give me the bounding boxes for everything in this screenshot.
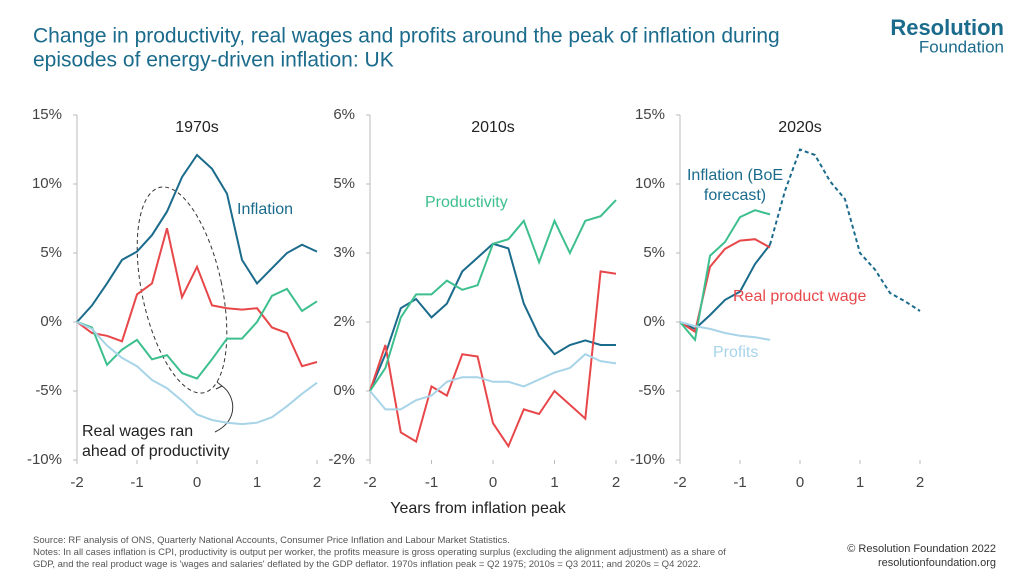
series-line: [679, 244, 771, 331]
series-line: [679, 321, 771, 341]
series-line: [369, 199, 617, 392]
y-tick-label: 0%: [643, 313, 665, 330]
panel-title: 2010s: [471, 119, 515, 136]
annotation: ahead of productivity: [82, 443, 230, 460]
notes: Notes: In all cases inflation is CPI, pr…: [33, 547, 726, 558]
series-line: [769, 148, 921, 312]
x-tick-label: 0: [193, 474, 201, 491]
series-label: Productivity: [425, 194, 508, 211]
y-tick-label: 5%: [643, 244, 665, 261]
x-tick-label: 2: [313, 474, 321, 491]
y-tick-label: 0%: [333, 382, 355, 399]
series-line: [369, 270, 617, 449]
y-tick-label: 2%: [333, 313, 355, 330]
x-axis-label: Years from inflation peak: [390, 500, 567, 517]
notes: GDP, and the real product wage is 'wages…: [33, 559, 701, 570]
y-tick-label: 0%: [40, 313, 62, 330]
series-line: [76, 227, 318, 368]
annotation-arrow: [214, 385, 234, 433]
x-tick-label: 1: [253, 474, 261, 491]
logo: Resolution: [890, 15, 1004, 40]
series-line: [76, 287, 318, 380]
y-tick-label: 15%: [635, 106, 665, 123]
copyright: © Resolution Foundation 2022: [847, 543, 996, 555]
x-tick-label: 1: [550, 474, 558, 491]
y-tick-label: 15%: [32, 106, 62, 123]
logo: Foundation: [919, 37, 1004, 56]
y-tick-label: -5%: [638, 382, 665, 399]
x-tick-label: 2: [916, 474, 924, 491]
series-line: [679, 209, 771, 343]
y-tick-label: -10%: [27, 451, 62, 468]
source: Source: RF analysis of ONS, Quarterly Na…: [33, 535, 510, 546]
x-tick-label: -2: [363, 474, 376, 491]
y-tick-label: 10%: [32, 175, 62, 192]
y-tick-label: 5%: [333, 175, 355, 192]
x-tick-label: -2: [70, 474, 83, 491]
annotation-arrow-head: [215, 381, 223, 390]
series-line: [369, 353, 617, 411]
series-line: [679, 238, 771, 334]
series-line: [369, 242, 616, 392]
title: episodes of energy-driven inflation: UK: [33, 49, 394, 72]
y-tick-label: 10%: [635, 175, 665, 192]
x-tick-label: -1: [733, 474, 746, 491]
y-tick-label: -2%: [328, 451, 355, 468]
y-tick-label: 5%: [40, 244, 62, 261]
series-label: Profits: [713, 344, 758, 361]
y-tick-label: 3%: [333, 244, 355, 261]
y-tick-label: -10%: [630, 451, 665, 468]
highlight-ellipse: [136, 186, 228, 394]
x-tick-label: -1: [425, 474, 438, 491]
x-tick-label: -2: [673, 474, 686, 491]
panel-title: 2020s: [778, 119, 822, 136]
x-tick-label: 0: [796, 474, 804, 491]
x-tick-label: 0: [489, 474, 497, 491]
annotation: Real wages ran: [82, 423, 193, 440]
series-label: Inflation: [237, 201, 293, 218]
series-label: Real product wage: [733, 288, 867, 305]
series-label-box: Inflation (BoE forecast): [686, 167, 784, 204]
copyright: resolutionfoundation.org: [878, 557, 996, 569]
x-tick-label: 2: [612, 474, 620, 491]
y-tick-label: 6%: [333, 106, 355, 123]
series-line: [76, 321, 318, 426]
panel-title: 1970s: [175, 119, 219, 136]
title: Change in productivity, real wages and p…: [33, 25, 780, 48]
y-tick-label: -5%: [35, 382, 62, 399]
series-line: [76, 153, 318, 323]
x-tick-label: 1: [856, 474, 864, 491]
series-label: Inflation (BoE forecast): [686, 167, 784, 204]
x-tick-label: -1: [130, 474, 143, 491]
